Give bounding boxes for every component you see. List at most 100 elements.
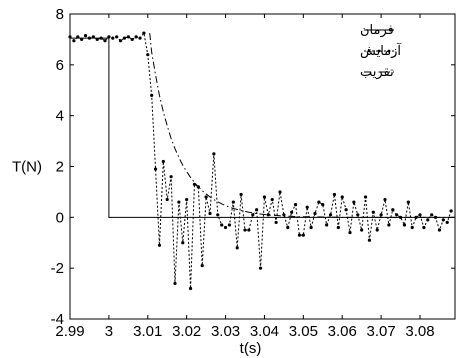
data-point — [204, 195, 208, 199]
data-point — [387, 223, 391, 227]
legend: فرمان آزمایش تقریب — [360, 23, 402, 80]
data-point — [290, 210, 294, 214]
data-point — [99, 36, 103, 40]
data-point — [200, 264, 204, 268]
legend-marker — [367, 49, 371, 53]
data-point — [243, 228, 247, 232]
data-point — [157, 243, 162, 247]
data-point — [383, 197, 387, 202]
data-point — [410, 225, 414, 230]
data-point — [247, 228, 251, 232]
x-tick-label: 3.01 — [133, 323, 162, 340]
series-approximation-line — [149, 33, 455, 218]
x-tick-label: 3.05 — [289, 323, 318, 340]
data-point — [212, 152, 216, 156]
x-axis-label: t(s) — [240, 340, 262, 357]
data-point — [332, 192, 337, 197]
data-point — [352, 200, 356, 204]
data-point — [150, 93, 154, 97]
data-point — [266, 213, 270, 217]
data-point — [348, 230, 352, 235]
y-tick-label: 4 — [56, 108, 64, 125]
data-point — [87, 36, 92, 40]
data-point — [293, 203, 298, 207]
data-point — [301, 233, 305, 237]
data-point — [134, 35, 138, 39]
x-tick-label: 3.04 — [250, 323, 279, 340]
data-point — [309, 225, 313, 230]
data-point — [328, 213, 333, 217]
data-point — [220, 223, 224, 227]
data-point — [208, 211, 212, 216]
data-point — [95, 37, 99, 42]
data-point — [235, 246, 239, 250]
x-tick-label: 2.99 — [55, 323, 84, 340]
data-point — [418, 213, 422, 217]
data-point — [360, 228, 364, 232]
series-experiment-line — [70, 31, 452, 289]
data-point — [231, 200, 235, 204]
data-point — [262, 195, 267, 199]
data-point — [122, 36, 127, 40]
data-point — [445, 220, 449, 225]
data-point — [321, 203, 325, 207]
data-point — [118, 39, 123, 43]
data-point — [216, 213, 220, 217]
data-point — [227, 223, 232, 227]
legend-marker — [377, 49, 381, 53]
data-point — [153, 167, 158, 171]
data-point — [391, 208, 395, 212]
data-point — [76, 35, 80, 39]
data-point — [371, 210, 375, 214]
data-point — [111, 36, 115, 40]
data-point — [103, 39, 107, 43]
data-point — [223, 225, 228, 230]
data-point — [91, 35, 95, 39]
x-tick-label: 3.03 — [211, 323, 240, 340]
x-tick-label: 3.06 — [328, 323, 357, 340]
data-point — [80, 37, 84, 42]
data-point — [422, 225, 426, 230]
data-point — [379, 213, 383, 217]
data-point — [83, 34, 88, 38]
y-tick-label: 6 — [56, 57, 64, 74]
data-point — [274, 220, 278, 225]
x-tick-label: 3.07 — [367, 323, 396, 340]
data-point — [115, 35, 119, 39]
data-point — [375, 228, 379, 232]
data-point — [161, 159, 165, 164]
data-point — [126, 35, 130, 39]
data-point — [340, 195, 344, 199]
data-point — [356, 213, 360, 217]
plot-area — [68, 31, 455, 291]
data-point — [297, 233, 302, 237]
data-point — [325, 223, 329, 227]
y-tick-label: 0 — [56, 209, 64, 226]
data-point — [441, 218, 445, 222]
x-tick-label: 3.02 — [172, 323, 201, 340]
data-point — [185, 197, 189, 202]
x-tick-label: 3 — [105, 323, 113, 340]
series-command-line — [70, 37, 455, 218]
data-point — [255, 208, 259, 212]
x-tick-label: 3.08 — [405, 323, 434, 340]
data-point — [305, 205, 309, 209]
data-point — [251, 213, 255, 217]
data-point — [192, 182, 197, 186]
data-point — [426, 218, 430, 222]
data-point — [402, 223, 407, 227]
data-point — [336, 225, 340, 230]
data-point — [181, 241, 185, 245]
axes: 2.99 3 3.01 3.02 3.03 3.04 3.05 3.06 3.07 3.08 -4 -… — [51, 6, 456, 340]
data-point — [188, 286, 193, 291]
data-point — [430, 213, 434, 217]
data-point — [414, 215, 418, 219]
data-point — [367, 238, 372, 242]
data-point — [169, 175, 173, 179]
data-point — [317, 200, 321, 204]
data-point — [363, 195, 368, 199]
data-point — [165, 197, 169, 202]
legend-label-approximation: تقریب — [360, 65, 394, 80]
plot-frame — [69, 13, 456, 320]
